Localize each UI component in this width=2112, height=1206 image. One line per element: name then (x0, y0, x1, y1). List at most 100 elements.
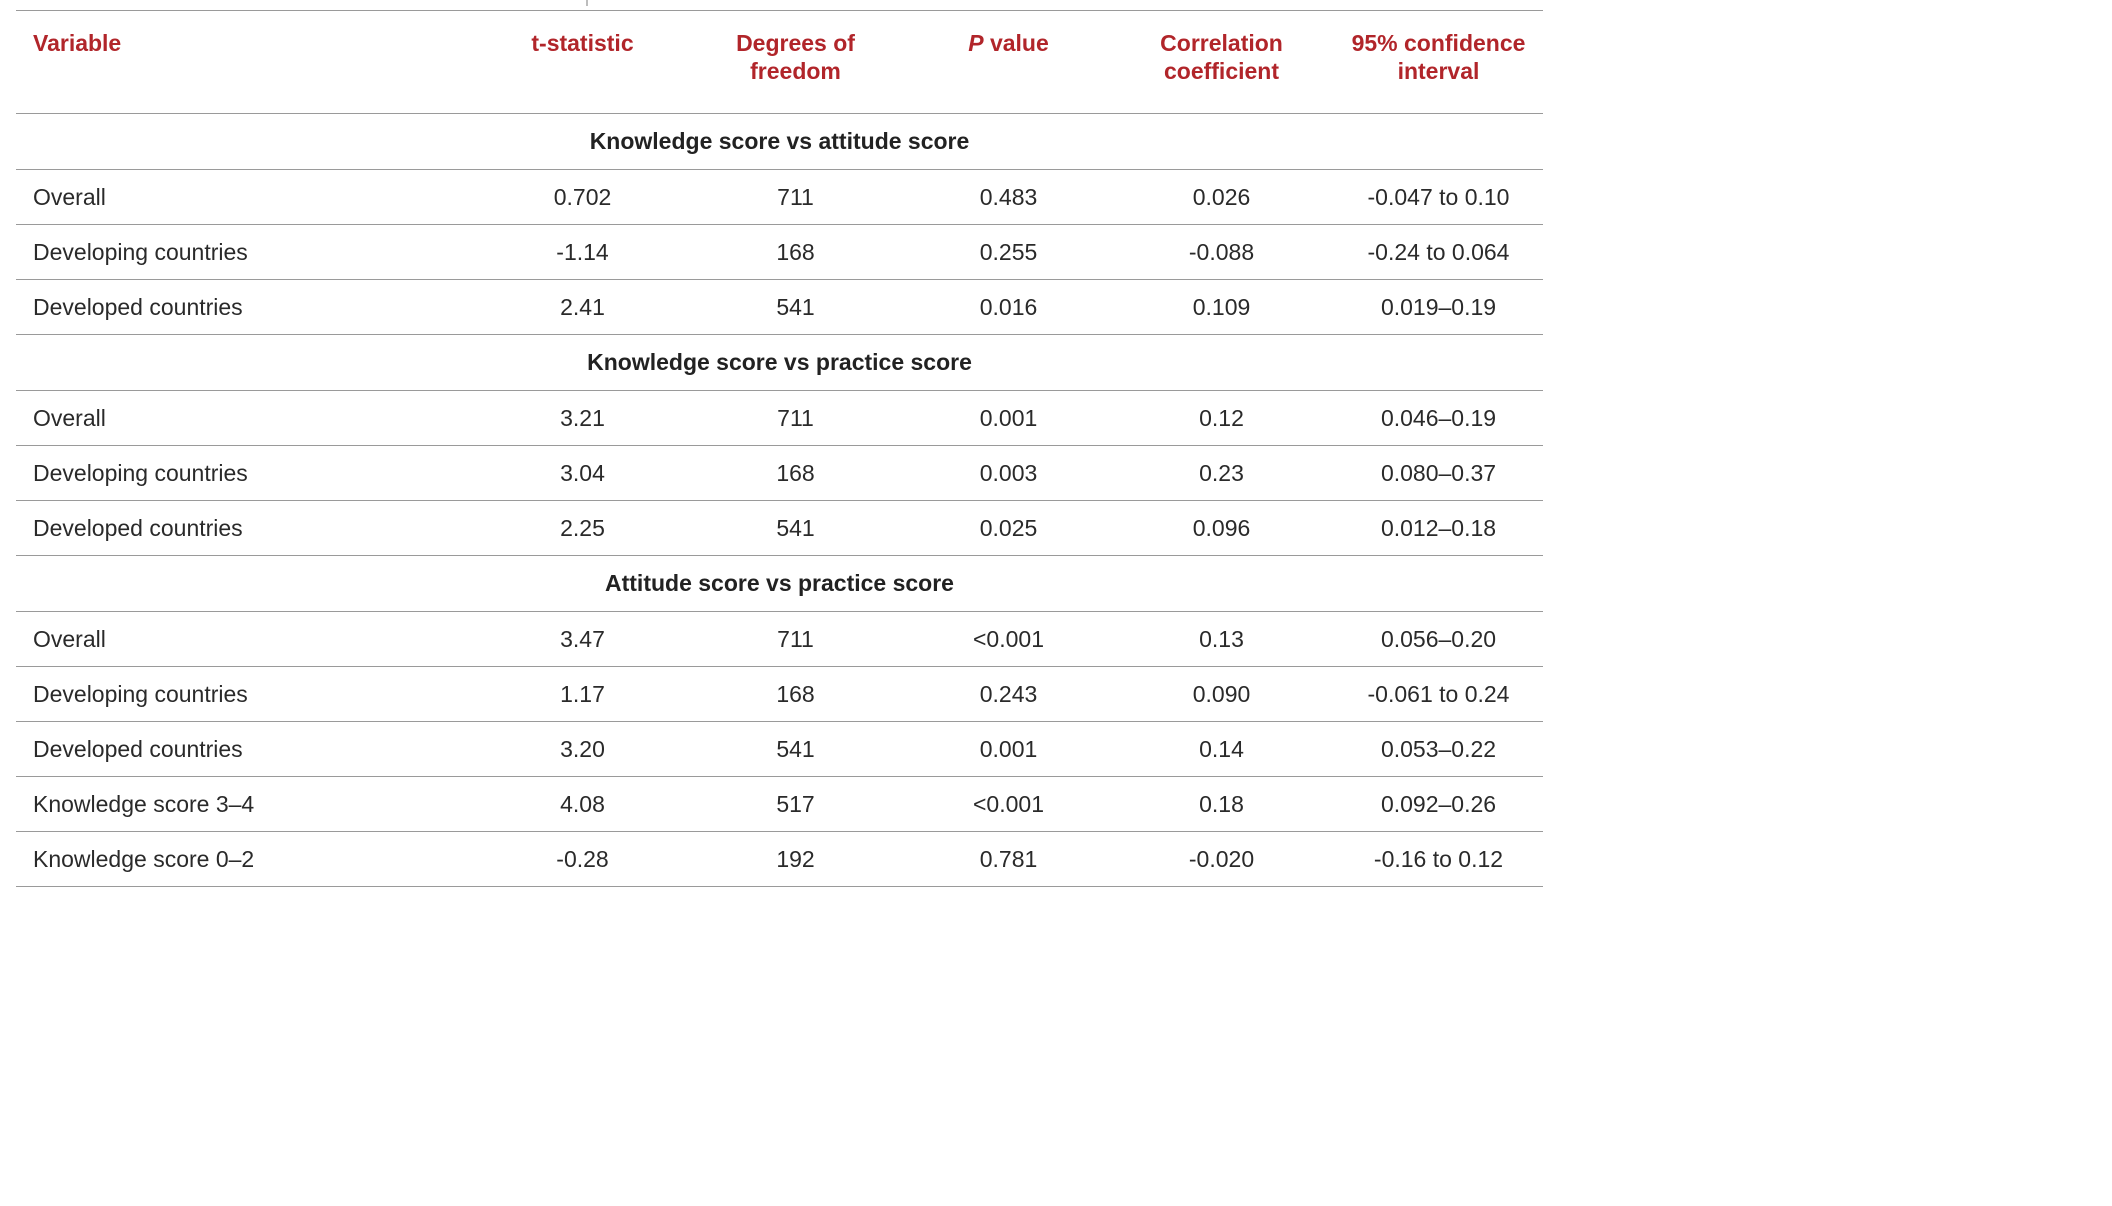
cell-t-statistic: 1.17 (482, 666, 683, 722)
section-title: Knowledge score vs attitude score (16, 113, 1543, 170)
table-header: Variable t-statistic Degrees of freedom … (16, 11, 1543, 114)
section-heading-row: Knowledge score vs attitude score (16, 113, 1543, 170)
cell-variable: Developing countries (16, 224, 482, 280)
cell-p-value: 0.255 (908, 224, 1109, 280)
cell-t-statistic: 3.21 (482, 390, 683, 446)
cell-p-value: 0.781 (908, 831, 1109, 887)
header-df-line2: freedom (750, 58, 841, 84)
cell-p-value: 0.016 (908, 279, 1109, 335)
table-row: Overall 3.21 711 0.001 0.12 0.046–0.19 (16, 390, 1543, 446)
cell-variable: Developed countries (16, 500, 482, 556)
cell-variable: Developing countries (16, 666, 482, 722)
header-p-value: P value (908, 11, 1109, 114)
cell-confidence-interval: 0.056–0.20 (1334, 611, 1543, 667)
cell-p-value: 0.001 (908, 721, 1109, 777)
cell-correlation-coefficient: 0.096 (1109, 500, 1334, 556)
cell-correlation-coefficient: -0.088 (1109, 224, 1334, 280)
cell-degrees-of-freedom: 168 (683, 445, 908, 501)
header-row: Variable t-statistic Degrees of freedom … (16, 11, 1543, 114)
cell-correlation-coefficient: 0.18 (1109, 776, 1334, 832)
cell-t-statistic: -0.28 (482, 831, 683, 887)
cell-p-value: 0.483 (908, 169, 1109, 225)
cell-confidence-interval: -0.16 to 0.12 (1334, 831, 1543, 887)
cell-correlation-coefficient: 0.13 (1109, 611, 1334, 667)
correlation-table-page: Variable t-statistic Degrees of freedom … (16, 0, 1543, 887)
cell-degrees-of-freedom: 541 (683, 279, 908, 335)
cell-degrees-of-freedom: 541 (683, 721, 908, 777)
cell-t-statistic: 3.20 (482, 721, 683, 777)
cell-degrees-of-freedom: 168 (683, 224, 908, 280)
cell-correlation-coefficient: 0.23 (1109, 445, 1334, 501)
cell-p-value: <0.001 (908, 776, 1109, 832)
cell-t-statistic: 3.04 (482, 445, 683, 501)
table-row: Developed countries 2.41 541 0.016 0.109 0.01… (16, 279, 1543, 335)
cell-variable: Overall (16, 390, 482, 446)
cell-confidence-interval: 0.019–0.19 (1334, 279, 1543, 335)
cell-correlation-coefficient: 0.14 (1109, 721, 1334, 777)
cell-confidence-interval: 0.092–0.26 (1334, 776, 1543, 832)
cell-p-value: 0.003 (908, 445, 1109, 501)
top-rule (16, 10, 1543, 11)
section-title: Attitude score vs practice score (16, 555, 1543, 612)
header-corr-line2: coefficient (1163, 58, 1280, 84)
cell-correlation-coefficient: 0.109 (1109, 279, 1334, 335)
cell-p-value: 0.001 (908, 390, 1109, 446)
cell-confidence-interval: -0.24 to 0.064 (1334, 224, 1543, 280)
cell-degrees-of-freedom: 192 (683, 831, 908, 887)
cell-variable: Overall (16, 169, 482, 225)
header-correlation-coefficient: Correlation coefficient (1109, 11, 1334, 114)
header-p-italic: P (968, 30, 984, 56)
cell-t-statistic: 3.47 (482, 611, 683, 667)
cell-p-value: 0.243 (908, 666, 1109, 722)
cell-confidence-interval: 0.046–0.19 (1334, 390, 1543, 446)
header-t-statistic-label: t-statistic (531, 30, 634, 56)
cell-correlation-coefficient: 0.026 (1109, 169, 1334, 225)
cell-t-statistic: 0.702 (482, 169, 683, 225)
cell-confidence-interval: 0.012–0.18 (1334, 500, 1543, 556)
table-row: Developed countries 3.20 541 0.001 0.14 0.053… (16, 721, 1543, 777)
cell-variable: Knowledge score 0–2 (16, 831, 482, 887)
header-ci-line1: 95% confidence (1351, 30, 1526, 56)
cell-confidence-interval: -0.061 to 0.24 (1334, 666, 1543, 722)
table-row: Overall 0.702 711 0.483 0.026 -0.047 to 0.10 (16, 169, 1543, 225)
cell-confidence-interval: 0.080–0.37 (1334, 445, 1543, 501)
cell-p-value: <0.001 (908, 611, 1109, 667)
header-t-statistic: t-statistic (482, 11, 683, 114)
header-degrees-of-freedom: Degrees of freedom (683, 11, 908, 114)
cell-variable: Overall (16, 611, 482, 667)
cell-t-statistic: -1.14 (482, 224, 683, 280)
cell-degrees-of-freedom: 711 (683, 169, 908, 225)
cell-variable: Developed countries (16, 279, 482, 335)
cell-correlation-coefficient: 0.12 (1109, 390, 1334, 446)
cell-degrees-of-freedom: 517 (683, 776, 908, 832)
cell-degrees-of-freedom: 711 (683, 390, 908, 446)
cell-variable: Knowledge score 3–4 (16, 776, 482, 832)
table-row: Developing countries -1.14 168 0.255 -0.088-… (16, 224, 1543, 280)
header-confidence-interval: 95% confidence interval (1334, 11, 1543, 114)
cell-confidence-interval: 0.053–0.22 (1334, 721, 1543, 777)
correlation-table: Variable t-statistic Degrees of freedom … (16, 11, 1543, 887)
table-body: Knowledge score vs attitude score Overall… (16, 113, 1543, 887)
header-corr-line1: Correlation (1160, 30, 1283, 56)
cell-t-statistic: 2.25 (482, 500, 683, 556)
cell-confidence-interval: -0.047 to 0.10 (1334, 169, 1543, 225)
table-row: Developing countries 3.04 168 0.003 0.23 0.08… (16, 445, 1543, 501)
cell-correlation-coefficient: 0.090 (1109, 666, 1334, 722)
table-row: Developing countries 1.17 168 0.243 0.090 -0.… (16, 666, 1543, 722)
cell-variable: Developing countries (16, 445, 482, 501)
header-ci-line2: interval (1397, 58, 1480, 84)
cell-degrees-of-freedom: 168 (683, 666, 908, 722)
cell-t-statistic: 2.41 (482, 279, 683, 335)
cell-degrees-of-freedom: 711 (683, 611, 908, 667)
table-row: Developed countries 2.25 541 0.025 0.096 0.01… (16, 500, 1543, 556)
table-row: Knowledge score 0–2 -0.28 192 0.781 -0.020 -0… (16, 831, 1543, 887)
section-heading-row: Attitude score vs practice score (16, 555, 1543, 612)
section-title: Knowledge score vs practice score (16, 334, 1543, 391)
cropped-caption-mark (586, 0, 588, 6)
header-variable: Variable (16, 11, 482, 114)
cell-p-value: 0.025 (908, 500, 1109, 556)
cell-degrees-of-freedom: 541 (683, 500, 908, 556)
header-df-line1: Degrees of (736, 30, 855, 56)
cell-t-statistic: 4.08 (482, 776, 683, 832)
cell-variable: Developed countries (16, 721, 482, 777)
